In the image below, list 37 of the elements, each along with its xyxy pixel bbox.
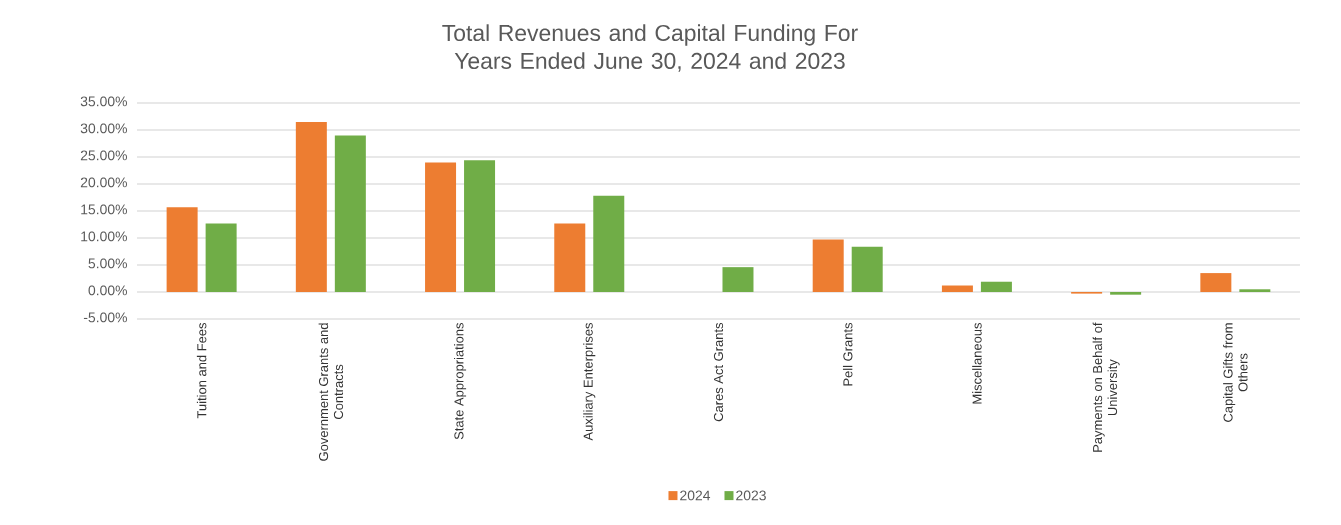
y-tick-label: -5.00% [83,312,127,323]
bar [464,160,496,292]
y-tick-label: 30.00% [80,123,127,134]
bar [554,223,586,292]
legend-label: 2024 [680,490,711,501]
x-tick-label: State Appropriations [454,322,467,440]
y-tick-label: 10.00% [81,231,127,242]
x-tick-label: Cares Act Grants [713,322,724,422]
x-tick-label: Payments on Behalf of University [1092,322,1120,452]
bar [1200,273,1232,292]
x-tick-label: Pell Grants [842,322,853,386]
y-tick-label: 0.00% [88,285,127,296]
bar [722,267,754,292]
x-tick-label: Government Grants and Contracts [318,323,344,461]
chart-title: Total Revenues and Capital Funding For Years Ended June 30, 2024 and 2023 [442,24,858,72]
bar [851,246,883,292]
bar [295,121,327,292]
y-tick-label: 15.00% [81,204,127,215]
bar [205,223,237,292]
y-tick-label: 20.00% [80,177,127,188]
y-tick-label: 25.00% [80,150,127,161]
bar [593,195,625,292]
bar [166,207,198,292]
bar [1110,291,1142,295]
legend-label: 2023 [736,490,766,501]
bar [1239,289,1271,292]
y-tick-label: 35.00% [80,96,127,107]
bar [425,162,457,292]
x-tick-label: Tuition and Fees [196,322,207,419]
x-tick-label: Miscellaneous [972,322,982,404]
bar [980,281,1012,292]
x-tick-label: Capital Gifts from Others [1223,323,1248,422]
x-tick-label: Auxiliary Enterprises [583,323,596,441]
bar [334,135,366,292]
bar [941,285,973,292]
y-tick-label: 5.00% [88,258,127,269]
bar [812,239,844,292]
